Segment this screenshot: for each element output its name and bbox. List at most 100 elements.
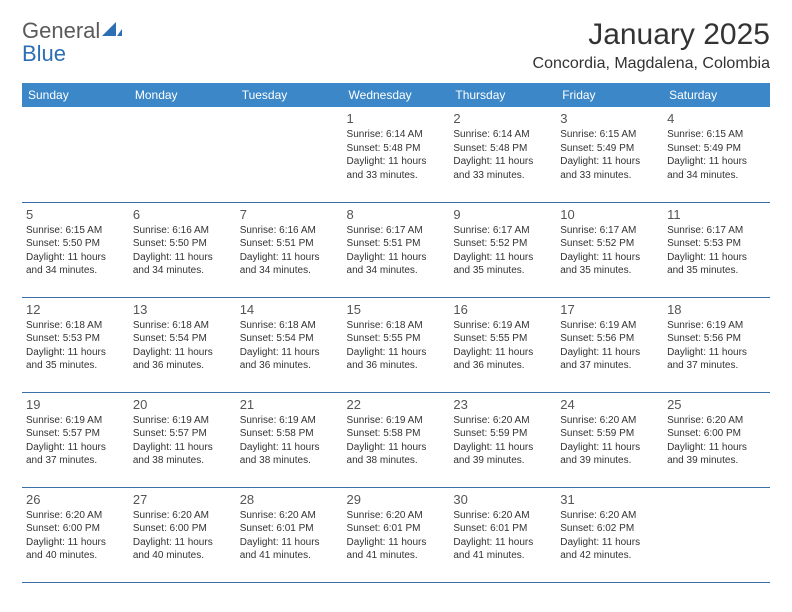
sunset-line: Sunset: 5:48 PM xyxy=(347,142,446,156)
sunrise-line: Sunrise: 6:17 AM xyxy=(347,224,446,238)
day-details: Sunrise: 6:18 AMSunset: 5:54 PMDaylight:… xyxy=(240,319,339,373)
day-number: 19 xyxy=(26,397,125,412)
sunrise-line: Sunrise: 6:19 AM xyxy=(26,414,125,428)
sunrise-line: Sunrise: 6:19 AM xyxy=(453,319,552,333)
day-details: Sunrise: 6:15 AMSunset: 5:49 PMDaylight:… xyxy=(560,128,659,182)
day-details: Sunrise: 6:18 AMSunset: 5:54 PMDaylight:… xyxy=(133,319,232,373)
daylight-line: Daylight: 11 hours and 35 minutes. xyxy=(26,346,125,373)
weekday-header: Wednesday xyxy=(343,83,450,107)
sunset-line: Sunset: 5:49 PM xyxy=(667,142,766,156)
day-number: 7 xyxy=(240,207,339,222)
calendar-cell: 27 Sunrise: 6:20 AMSunset: 6:00 PMDayligh… xyxy=(129,487,236,582)
daylight-line: Daylight: 11 hours and 37 minutes. xyxy=(560,346,659,373)
sunrise-line: Sunrise: 6:15 AM xyxy=(667,128,766,142)
day-details: Sunrise: 6:14 AMSunset: 5:48 PMDaylight:… xyxy=(347,128,446,182)
day-details: Sunrise: 6:20 AMSunset: 6:01 PMDaylight:… xyxy=(240,509,339,563)
sunset-line: Sunset: 6:00 PM xyxy=(667,427,766,441)
daylight-line: Daylight: 11 hours and 38 minutes. xyxy=(240,441,339,468)
sunset-line: Sunset: 6:00 PM xyxy=(133,522,232,536)
sunset-line: Sunset: 5:50 PM xyxy=(26,237,125,251)
sunset-line: Sunset: 5:49 PM xyxy=(560,142,659,156)
sunrise-line: Sunrise: 6:17 AM xyxy=(560,224,659,238)
day-details: Sunrise: 6:16 AMSunset: 5:50 PMDaylight:… xyxy=(133,224,232,278)
sunrise-line: Sunrise: 6:14 AM xyxy=(347,128,446,142)
daylight-line: Daylight: 11 hours and 41 minutes. xyxy=(240,536,339,563)
day-number: 27 xyxy=(133,492,232,507)
sunrise-line: Sunrise: 6:20 AM xyxy=(133,509,232,523)
calendar-cell: 23Sunrise: 6:20 AMSunset: 5:59 PMDayligh… xyxy=(449,392,556,487)
calendar-cell: 29Sunrise: 6:20 AMSunset: 6:01 PMDayligh… xyxy=(343,487,450,582)
day-details: Sunrise: 6:20 AMSunset: 6:00 PMDaylight:… xyxy=(26,509,125,563)
sunset-line: Sunset: 5:57 PM xyxy=(133,427,232,441)
sunrise-line: Sunrise: 6:18 AM xyxy=(133,319,232,333)
page: General Blue January 2025 Concordia, Mag… xyxy=(0,0,792,601)
daylight-line: Daylight: 11 hours and 39 minutes. xyxy=(560,441,659,468)
day-number: 28 xyxy=(240,492,339,507)
sunrise-line: Sunrise: 6:14 AM xyxy=(453,128,552,142)
calendar-cell: 17Sunrise: 6:19 AMSunset: 5:56 PMDayligh… xyxy=(556,297,663,392)
sunset-line: Sunset: 6:01 PM xyxy=(347,522,446,536)
day-details: Sunrise: 6:20 AMSunset: 5:59 PMDaylight:… xyxy=(453,414,552,468)
calendar-cell: 12 Sunrise: 6:18 AMSunset: 5:53 PMDayligh… xyxy=(22,297,129,392)
daylight-line: Daylight: 11 hours and 33 minutes. xyxy=(560,155,659,182)
sunset-line: Sunset: 5:53 PM xyxy=(667,237,766,251)
sunrise-line: Sunrise: 6:18 AM xyxy=(347,319,446,333)
sunrise-line: Sunrise: 6:17 AM xyxy=(667,224,766,238)
day-number: 26 xyxy=(26,492,125,507)
sunrise-line: Sunrise: 6:18 AM xyxy=(26,319,125,333)
day-number: 12 xyxy=(26,302,125,317)
day-details: Sunrise: 6:19 AMSunset: 5:58 PMDaylight:… xyxy=(347,414,446,468)
daylight-line: Daylight: 11 hours and 36 minutes. xyxy=(347,346,446,373)
calendar-week-row: 26Sunrise: 6:20 AMSunset: 6:00 PMDayligh… xyxy=(22,487,770,582)
calendar-cell: 21Sunrise: 6:19 AMSunset: 5:58 PMDayligh… xyxy=(236,392,343,487)
sunset-line: Sunset: 5:57 PM xyxy=(26,427,125,441)
calendar-week-row: 1Sunrise: 6:14 AMSunset: 5:48 PMDaylight… xyxy=(22,107,770,202)
month-title: January 2025 xyxy=(533,18,770,51)
calendar-cell: 3 Sunrise: 6:15 AMSunset: 5:49 PMDaylight… xyxy=(556,107,663,202)
sunset-line: Sunset: 5:59 PM xyxy=(453,427,552,441)
day-number: 31 xyxy=(560,492,659,507)
day-number: 11 xyxy=(667,207,766,222)
day-details: Sunrise: 6:20 AMSunset: 6:00 PMDaylight:… xyxy=(667,414,766,468)
sunrise-line: Sunrise: 6:20 AM xyxy=(560,509,659,523)
daylight-line: Daylight: 11 hours and 33 minutes. xyxy=(453,155,552,182)
daylight-line: Daylight: 11 hours and 36 minutes. xyxy=(453,346,552,373)
day-details: Sunrise: 6:17 AMSunset: 5:51 PMDaylight:… xyxy=(347,224,446,278)
sunset-line: Sunset: 5:53 PM xyxy=(26,332,125,346)
day-details: Sunrise: 6:20 AMSunset: 6:01 PMDaylight:… xyxy=(347,509,446,563)
daylight-line: Daylight: 11 hours and 36 minutes. xyxy=(133,346,232,373)
daylight-line: Daylight: 11 hours and 40 minutes. xyxy=(26,536,125,563)
calendar-cell: 30Sunrise: 6:20 AMSunset: 6:01 PMDayligh… xyxy=(449,487,556,582)
calendar-cell: 10 Sunrise: 6:17 AMSunset: 5:52 PMDayligh… xyxy=(556,202,663,297)
daylight-line: Daylight: 11 hours and 37 minutes. xyxy=(26,441,125,468)
weekday-header: Monday xyxy=(129,83,236,107)
day-number: 3 xyxy=(560,111,659,126)
sunrise-line: Sunrise: 6:20 AM xyxy=(453,414,552,428)
sunset-line: Sunset: 5:52 PM xyxy=(453,237,552,251)
day-number: 21 xyxy=(240,397,339,412)
calendar-cell: 15Sunrise: 6:18 AMSunset: 5:55 PMDayligh… xyxy=(343,297,450,392)
sunrise-line: Sunrise: 6:20 AM xyxy=(347,509,446,523)
sunset-line: Sunset: 5:51 PM xyxy=(240,237,339,251)
weekday-header: Thursday xyxy=(449,83,556,107)
weekday-header-row: Sunday Monday Tuesday Wednesday Thursday… xyxy=(22,83,770,107)
daylight-line: Daylight: 11 hours and 42 minutes. xyxy=(560,536,659,563)
calendar-cell: 8Sunrise: 6:17 AMSunset: 5:51 PMDaylight… xyxy=(343,202,450,297)
day-number: 13 xyxy=(133,302,232,317)
sunset-line: Sunset: 5:56 PM xyxy=(560,332,659,346)
daylight-line: Daylight: 11 hours and 34 minutes. xyxy=(240,251,339,278)
day-number: 2 xyxy=(453,111,552,126)
sunset-line: Sunset: 5:59 PM xyxy=(560,427,659,441)
day-details: Sunrise: 6:20 AMSunset: 6:00 PMDaylight:… xyxy=(133,509,232,563)
day-details: Sunrise: 6:19 AMSunset: 5:56 PMDaylight:… xyxy=(667,319,766,373)
day-details: Sunrise: 6:18 AMSunset: 5:53 PMDaylight:… xyxy=(26,319,125,373)
day-details: Sunrise: 6:17 AMSunset: 5:53 PMDaylight:… xyxy=(667,224,766,278)
day-details: Sunrise: 6:19 AMSunset: 5:57 PMDaylight:… xyxy=(26,414,125,468)
calendar-cell-empty xyxy=(22,107,129,202)
calendar-cell-empty xyxy=(236,107,343,202)
day-number: 10 xyxy=(560,207,659,222)
day-details: Sunrise: 6:15 AMSunset: 5:49 PMDaylight:… xyxy=(667,128,766,182)
day-details: Sunrise: 6:17 AMSunset: 5:52 PMDaylight:… xyxy=(560,224,659,278)
calendar-cell: 25Sunrise: 6:20 AMSunset: 6:00 PMDayligh… xyxy=(663,392,770,487)
sunset-line: Sunset: 6:01 PM xyxy=(240,522,339,536)
